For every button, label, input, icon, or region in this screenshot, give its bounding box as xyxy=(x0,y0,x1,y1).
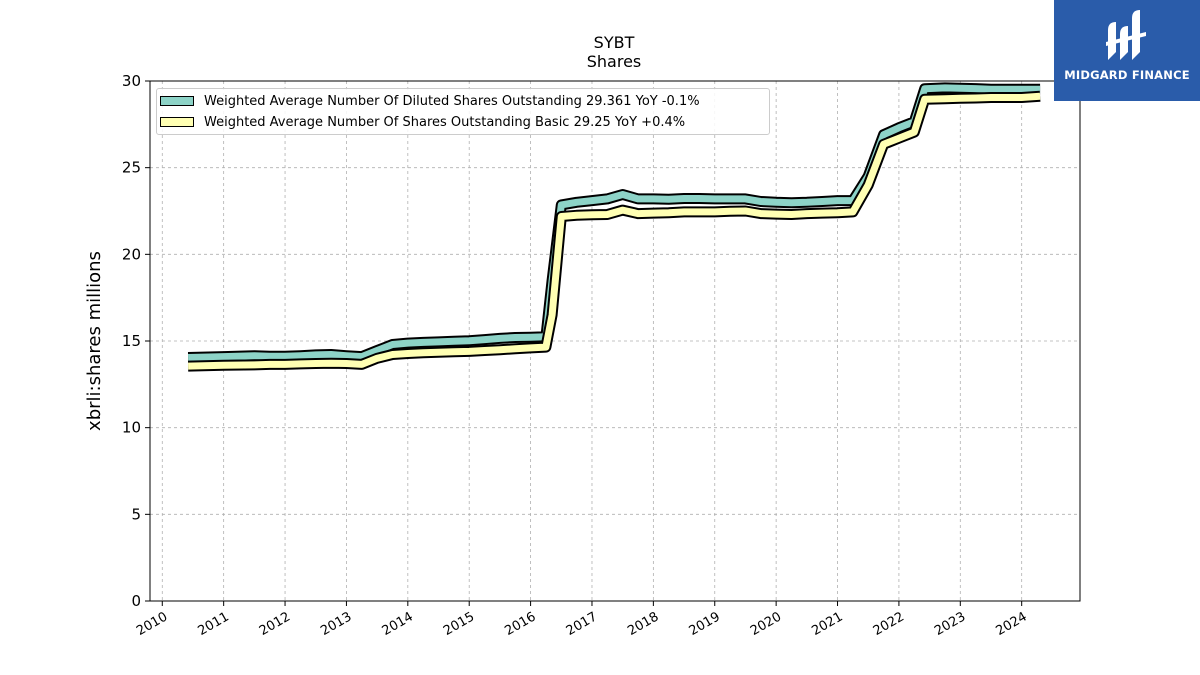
y-tick-label: 5 xyxy=(131,505,141,523)
x-tick-label: 2010 xyxy=(134,609,170,639)
legend-label-diluted: Weighted Average Number Of Diluted Share… xyxy=(204,93,700,109)
y-axis-label: xbrli:shares millions xyxy=(84,251,105,431)
midgard-logo-icon xyxy=(1106,10,1146,60)
y-tick-label: 30 xyxy=(122,72,141,90)
legend-swatch-diluted xyxy=(160,96,194,106)
brand-logo-text: MIDGARD FINANCE xyxy=(1064,68,1190,82)
legend-swatch-basic xyxy=(160,117,194,127)
chart-subtitle: Shares xyxy=(586,52,642,71)
x-tick-label: 2012 xyxy=(257,609,293,639)
x-tick-label: 2013 xyxy=(318,609,354,639)
x-tick-label: 2023 xyxy=(932,609,968,639)
legend-entry-basic: Weighted Average Number Of Shares Outsta… xyxy=(160,113,685,131)
x-tick-label: 2021 xyxy=(809,609,845,639)
x-tick-label: 2018 xyxy=(625,609,661,639)
y-tick-label: 20 xyxy=(122,245,141,263)
chart-title: SYBT xyxy=(593,33,635,52)
series-outline-1 xyxy=(187,90,1041,372)
x-tick-label: 2014 xyxy=(380,609,416,639)
x-tick-label: 2022 xyxy=(871,609,907,639)
x-tick-label: 2020 xyxy=(748,609,784,639)
legend-label-basic: Weighted Average Number Of Shares Outsta… xyxy=(204,114,686,130)
x-tick-label: 2017 xyxy=(564,609,600,639)
y-tick-label: 15 xyxy=(122,332,141,350)
series-line-1 xyxy=(188,92,1041,370)
y-tick-label: 10 xyxy=(122,419,141,437)
x-tick-label: 2015 xyxy=(441,609,477,639)
x-tick-label: 2016 xyxy=(502,609,538,639)
brand-logo: MIDGARD FINANCE xyxy=(1054,0,1200,101)
series-line-0 xyxy=(188,84,1041,361)
chart-legend: Weighted Average Number Of Diluted Share… xyxy=(156,88,770,135)
x-tick-label: 2011 xyxy=(196,609,232,639)
x-tick-label: 2019 xyxy=(687,609,723,639)
y-tick-label: 25 xyxy=(122,159,141,177)
y-tick-label: 0 xyxy=(131,592,141,610)
legend-entry-diluted: Weighted Average Number Of Diluted Share… xyxy=(160,92,700,110)
x-tick-label: 2024 xyxy=(994,609,1030,639)
